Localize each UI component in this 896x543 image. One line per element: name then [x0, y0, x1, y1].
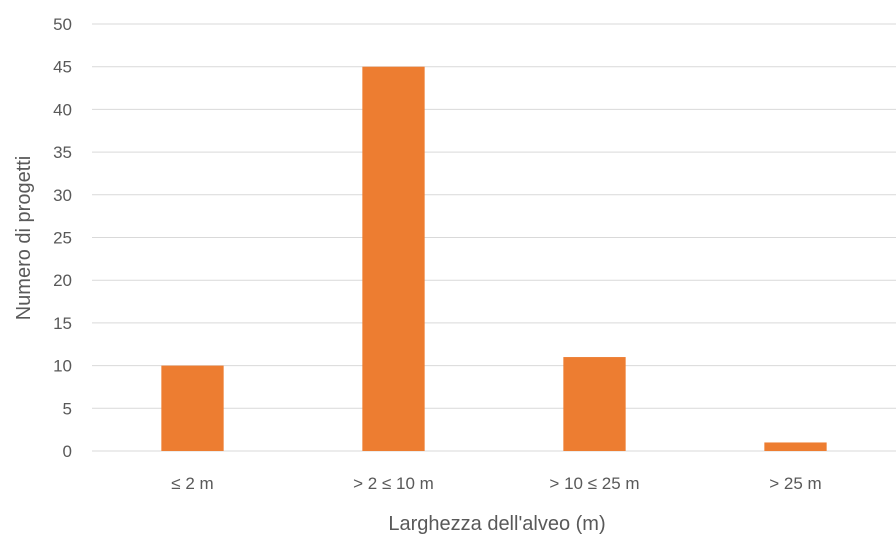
y-axis-title: Numero di progetti [13, 156, 35, 321]
y-tick-label: 15 [53, 314, 72, 333]
x-axis-ticks: ≤ 2 m > 2 ≤ 10 m > 10 ≤ 25 m > 25 m [171, 474, 821, 493]
x-axis-title: Larghezza dell'alveo (m) [388, 513, 605, 535]
y-tick-label: 50 [53, 15, 72, 34]
y-tick-label: 40 [53, 100, 72, 119]
y-tick-label: 20 [53, 271, 72, 290]
y-tick-label: 0 [63, 442, 72, 461]
x-tick-label: > 25 m [769, 474, 821, 493]
y-tick-label: 30 [53, 186, 72, 205]
gridlines [92, 23, 896, 452]
bar-2 [563, 357, 626, 451]
x-tick-label: > 10 ≤ 25 m [549, 474, 639, 493]
y-tick-label: 5 [63, 399, 72, 418]
y-tick-label: 10 [53, 357, 72, 376]
y-tick-label: 35 [53, 143, 72, 162]
y-tick-label: 25 [53, 229, 72, 248]
bar-0 [161, 365, 224, 451]
bar-1 [362, 66, 425, 451]
y-axis-ticks: 0 5 10 15 20 25 30 35 40 45 50 [53, 15, 72, 461]
x-tick-label: ≤ 2 m [171, 474, 213, 493]
y-tick-label: 45 [53, 58, 72, 77]
bar-3 [764, 442, 827, 451]
bars [161, 66, 827, 451]
x-tick-label: > 2 ≤ 10 m [353, 474, 434, 493]
